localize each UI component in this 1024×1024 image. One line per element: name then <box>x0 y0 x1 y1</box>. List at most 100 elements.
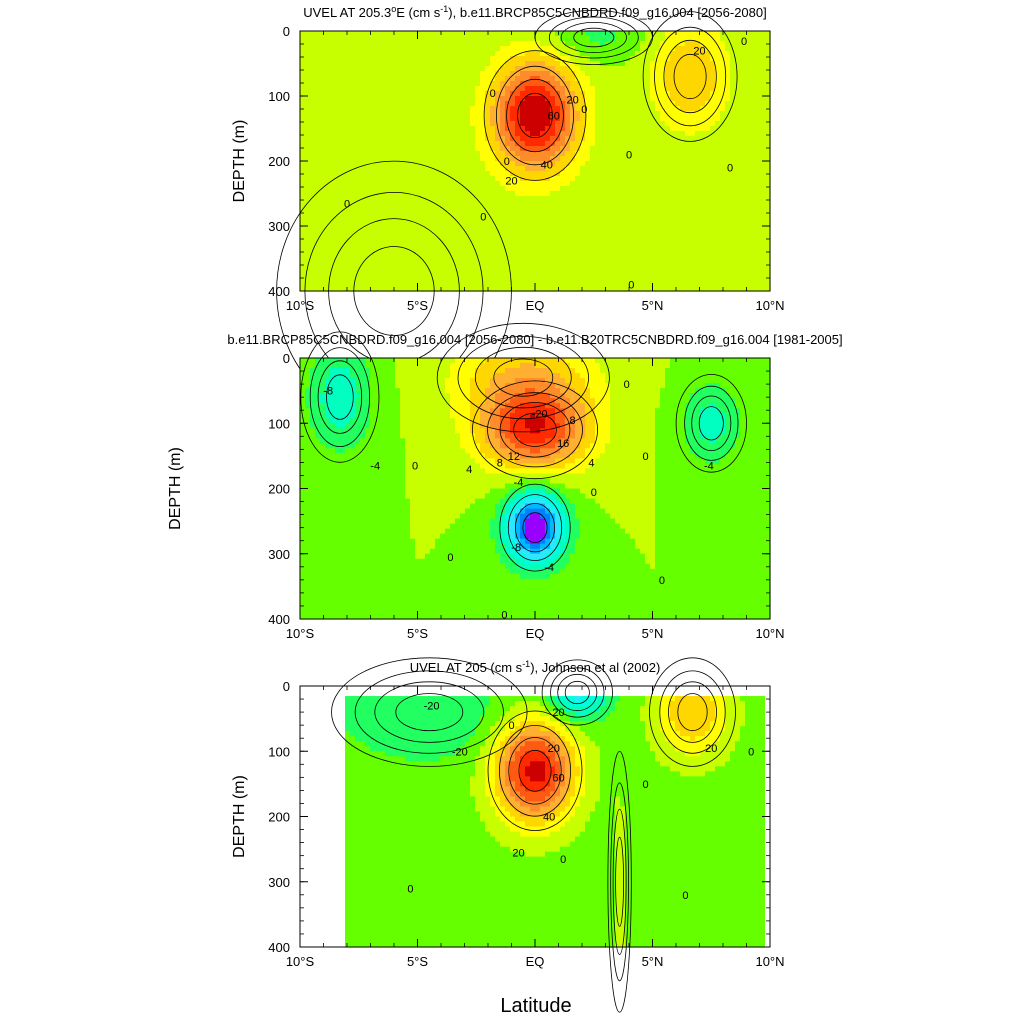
contour-cell <box>465 61 471 67</box>
contour-cell <box>305 206 311 212</box>
contour-cell <box>350 191 356 197</box>
contour-cell <box>375 226 381 232</box>
contour-cell <box>425 276 431 282</box>
contour-cell <box>765 201 771 207</box>
contour-cell <box>390 261 396 267</box>
contour-cell <box>470 131 476 137</box>
contour-cell <box>430 176 436 182</box>
contour-cell <box>460 151 466 157</box>
contour-cell <box>390 166 396 172</box>
contour-cell <box>435 101 441 107</box>
contour-cell <box>765 126 771 132</box>
contour-cell <box>675 146 681 152</box>
contour-cell <box>590 271 596 277</box>
contour-cell <box>705 161 711 167</box>
contour-cell <box>305 241 311 247</box>
contour-cell <box>465 76 471 82</box>
contour-cell <box>630 51 636 57</box>
contour-cell <box>550 126 556 132</box>
contour-cell <box>585 256 591 262</box>
contour-cell <box>435 176 441 182</box>
contour-cell <box>300 181 306 187</box>
contour-cell <box>590 101 596 107</box>
contour-cell <box>740 286 746 292</box>
contour-cell <box>555 251 561 257</box>
contour-cell <box>455 171 461 177</box>
contour-cell <box>340 206 346 212</box>
contour-cell <box>510 201 516 207</box>
contour-cell <box>550 71 556 77</box>
contour-cell <box>310 146 316 152</box>
contour-cell <box>410 216 416 222</box>
contour-cell <box>390 171 396 177</box>
contour-cell <box>575 176 581 182</box>
contour-cell <box>525 181 531 187</box>
contour-cell <box>510 156 516 162</box>
contour-cell <box>320 126 326 132</box>
contour-cell <box>695 161 701 167</box>
contour-cell <box>345 226 351 232</box>
contour-cell <box>660 226 666 232</box>
contour-cell <box>765 131 771 137</box>
contour-cell <box>655 61 661 67</box>
contour-cell <box>460 241 466 247</box>
contour-cell <box>465 31 471 37</box>
contour-cell <box>610 186 616 192</box>
contour-cell <box>745 266 751 272</box>
contour-cell <box>315 141 321 147</box>
contour-cell <box>440 146 446 152</box>
contour-cell <box>375 261 381 267</box>
contour-cell <box>310 51 316 57</box>
contour-cell <box>665 266 671 272</box>
contour-cell <box>390 131 396 137</box>
contour-cell <box>615 206 621 212</box>
contour-cell <box>760 176 766 182</box>
contour-cell <box>485 121 491 127</box>
contour-cell <box>595 251 601 257</box>
contour-cell <box>535 271 541 277</box>
contour-cell <box>330 56 336 62</box>
contour-cell <box>575 211 581 217</box>
contour-cell <box>425 241 431 247</box>
contour-cell <box>435 191 441 197</box>
contour-cell <box>325 151 331 157</box>
contour-cell <box>410 276 416 282</box>
contour-cell <box>565 271 571 277</box>
contour-cell <box>550 76 556 82</box>
contour-cell <box>605 101 611 107</box>
contour-cell <box>495 176 501 182</box>
contour-cell <box>425 286 431 292</box>
contour-cell <box>380 46 386 52</box>
contour-cell <box>390 146 396 152</box>
contour-cell <box>515 121 521 127</box>
contour-cell <box>530 196 536 202</box>
contour-cell <box>685 276 691 282</box>
contour-cell <box>600 71 606 77</box>
contour-cell <box>310 111 316 117</box>
contour-cell <box>540 266 546 272</box>
contour-cell <box>380 171 386 177</box>
contour-cell <box>690 161 696 167</box>
contour-cell <box>630 156 636 162</box>
contour-cell <box>710 261 716 267</box>
contour-cell <box>745 36 751 42</box>
contour-cell <box>340 66 346 72</box>
contour-cell <box>660 126 666 132</box>
contour-cell <box>750 46 756 52</box>
contour-cell <box>500 181 506 187</box>
contour-cell <box>485 66 491 72</box>
contour-cell <box>490 171 496 177</box>
contour-cell <box>525 191 531 197</box>
contour-cell <box>465 36 471 42</box>
contour-cell <box>635 196 641 202</box>
contour-cell <box>710 216 716 222</box>
contour-cell <box>565 166 571 172</box>
contour-cell <box>705 266 711 272</box>
contour-label: 0 <box>581 104 587 116</box>
contour-cell <box>745 251 751 257</box>
contour-cell <box>350 131 356 137</box>
contour-cell <box>335 286 341 292</box>
contour-cell <box>500 266 506 272</box>
contour-cell <box>370 131 376 137</box>
contour-cell <box>480 81 486 87</box>
